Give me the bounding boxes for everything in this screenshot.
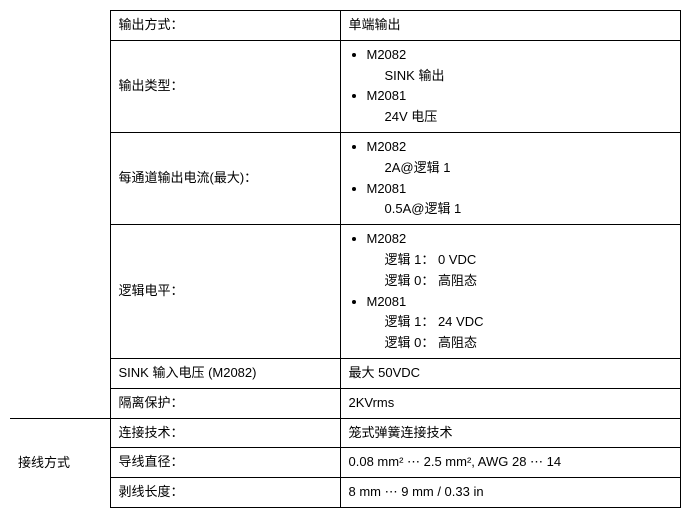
value-output-current: M2082 2A@逻辑 1 M2081 0.5A@逻辑 1	[340, 132, 680, 224]
text: M2081	[367, 88, 407, 103]
label-output-mode: 输出方式：	[110, 11, 340, 41]
value-sink-voltage: 最大 50VDC	[340, 358, 680, 388]
text: 逻辑 0： 高阻态	[367, 271, 672, 292]
group-cell-blank	[10, 11, 110, 419]
text: 逻辑 1： 0 VDC	[367, 250, 672, 271]
table-row: 每通道输出电流(最大)： M2082 2A@逻辑 1 M2081 0.5A@逻辑…	[10, 132, 680, 224]
text: 逻辑 1： 24 VDC	[367, 312, 672, 333]
value-output-mode: 单端输出	[340, 11, 680, 41]
label-output-current: 每通道输出电流(最大)：	[110, 132, 340, 224]
value-strip-len: 8 mm ⋯ 9 mm / 0.33 in	[340, 478, 680, 508]
value-logic-level: M2082 逻辑 1： 0 VDC 逻辑 0： 高阻态 M2081 逻辑 1： …	[340, 225, 680, 359]
table-row: 导线直径： 0.08 mm² ⋯ 2.5 mm², AWG 28 ⋯ 14	[10, 448, 680, 478]
value-wire-diam: 0.08 mm² ⋯ 2.5 mm², AWG 28 ⋯ 14	[340, 448, 680, 478]
label-isolation: 隔离保护：	[110, 388, 340, 418]
label-conn-tech: 连接技术：	[110, 418, 340, 448]
label-wire-diam: 导线直径：	[110, 448, 340, 478]
text: M2082	[367, 231, 407, 246]
value-output-type: M2082 SINK 输出 M2081 24V 电压	[340, 40, 680, 132]
text: M2082	[367, 139, 407, 154]
text: 逻辑 0： 高阻态	[367, 333, 672, 354]
text: 24V 电压	[367, 107, 672, 128]
label-strip-len: 剥线长度：	[110, 478, 340, 508]
table-row: 逻辑电平： M2082 逻辑 1： 0 VDC 逻辑 0： 高阻态 M2081 …	[10, 225, 680, 359]
table-row: 输出方式： 单端输出	[10, 11, 680, 41]
table-row: 隔离保护： 2KVrms	[10, 388, 680, 418]
text: M2082	[367, 47, 407, 62]
label-logic-level: 逻辑电平：	[110, 225, 340, 359]
value-conn-tech: 笼式弹簧连接技术	[340, 418, 680, 448]
text: M2081	[367, 181, 407, 196]
text: SINK 输出	[367, 66, 672, 87]
label-output-type: 输出类型：	[110, 40, 340, 132]
table-row: 剥线长度： 8 mm ⋯ 9 mm / 0.33 in	[10, 478, 680, 508]
table-row: 输出类型： M2082 SINK 输出 M2081 24V 电压	[10, 40, 680, 132]
text: 0.5A@逻辑 1	[367, 199, 672, 220]
value-isolation: 2KVrms	[340, 388, 680, 418]
text: 2A@逻辑 1	[367, 158, 672, 179]
group-cell-wiring: 接线方式	[10, 418, 110, 507]
table-row: 接线方式 连接技术： 笼式弹簧连接技术	[10, 418, 680, 448]
text: M2081	[367, 294, 407, 309]
table-row: SINK 输入电压 (M2082) 最大 50VDC	[10, 358, 680, 388]
spec-table: 输出方式： 单端输出 输出类型： M2082 SINK 输出 M2081 24V…	[10, 10, 681, 508]
label-sink-voltage: SINK 输入电压 (M2082)	[110, 358, 340, 388]
